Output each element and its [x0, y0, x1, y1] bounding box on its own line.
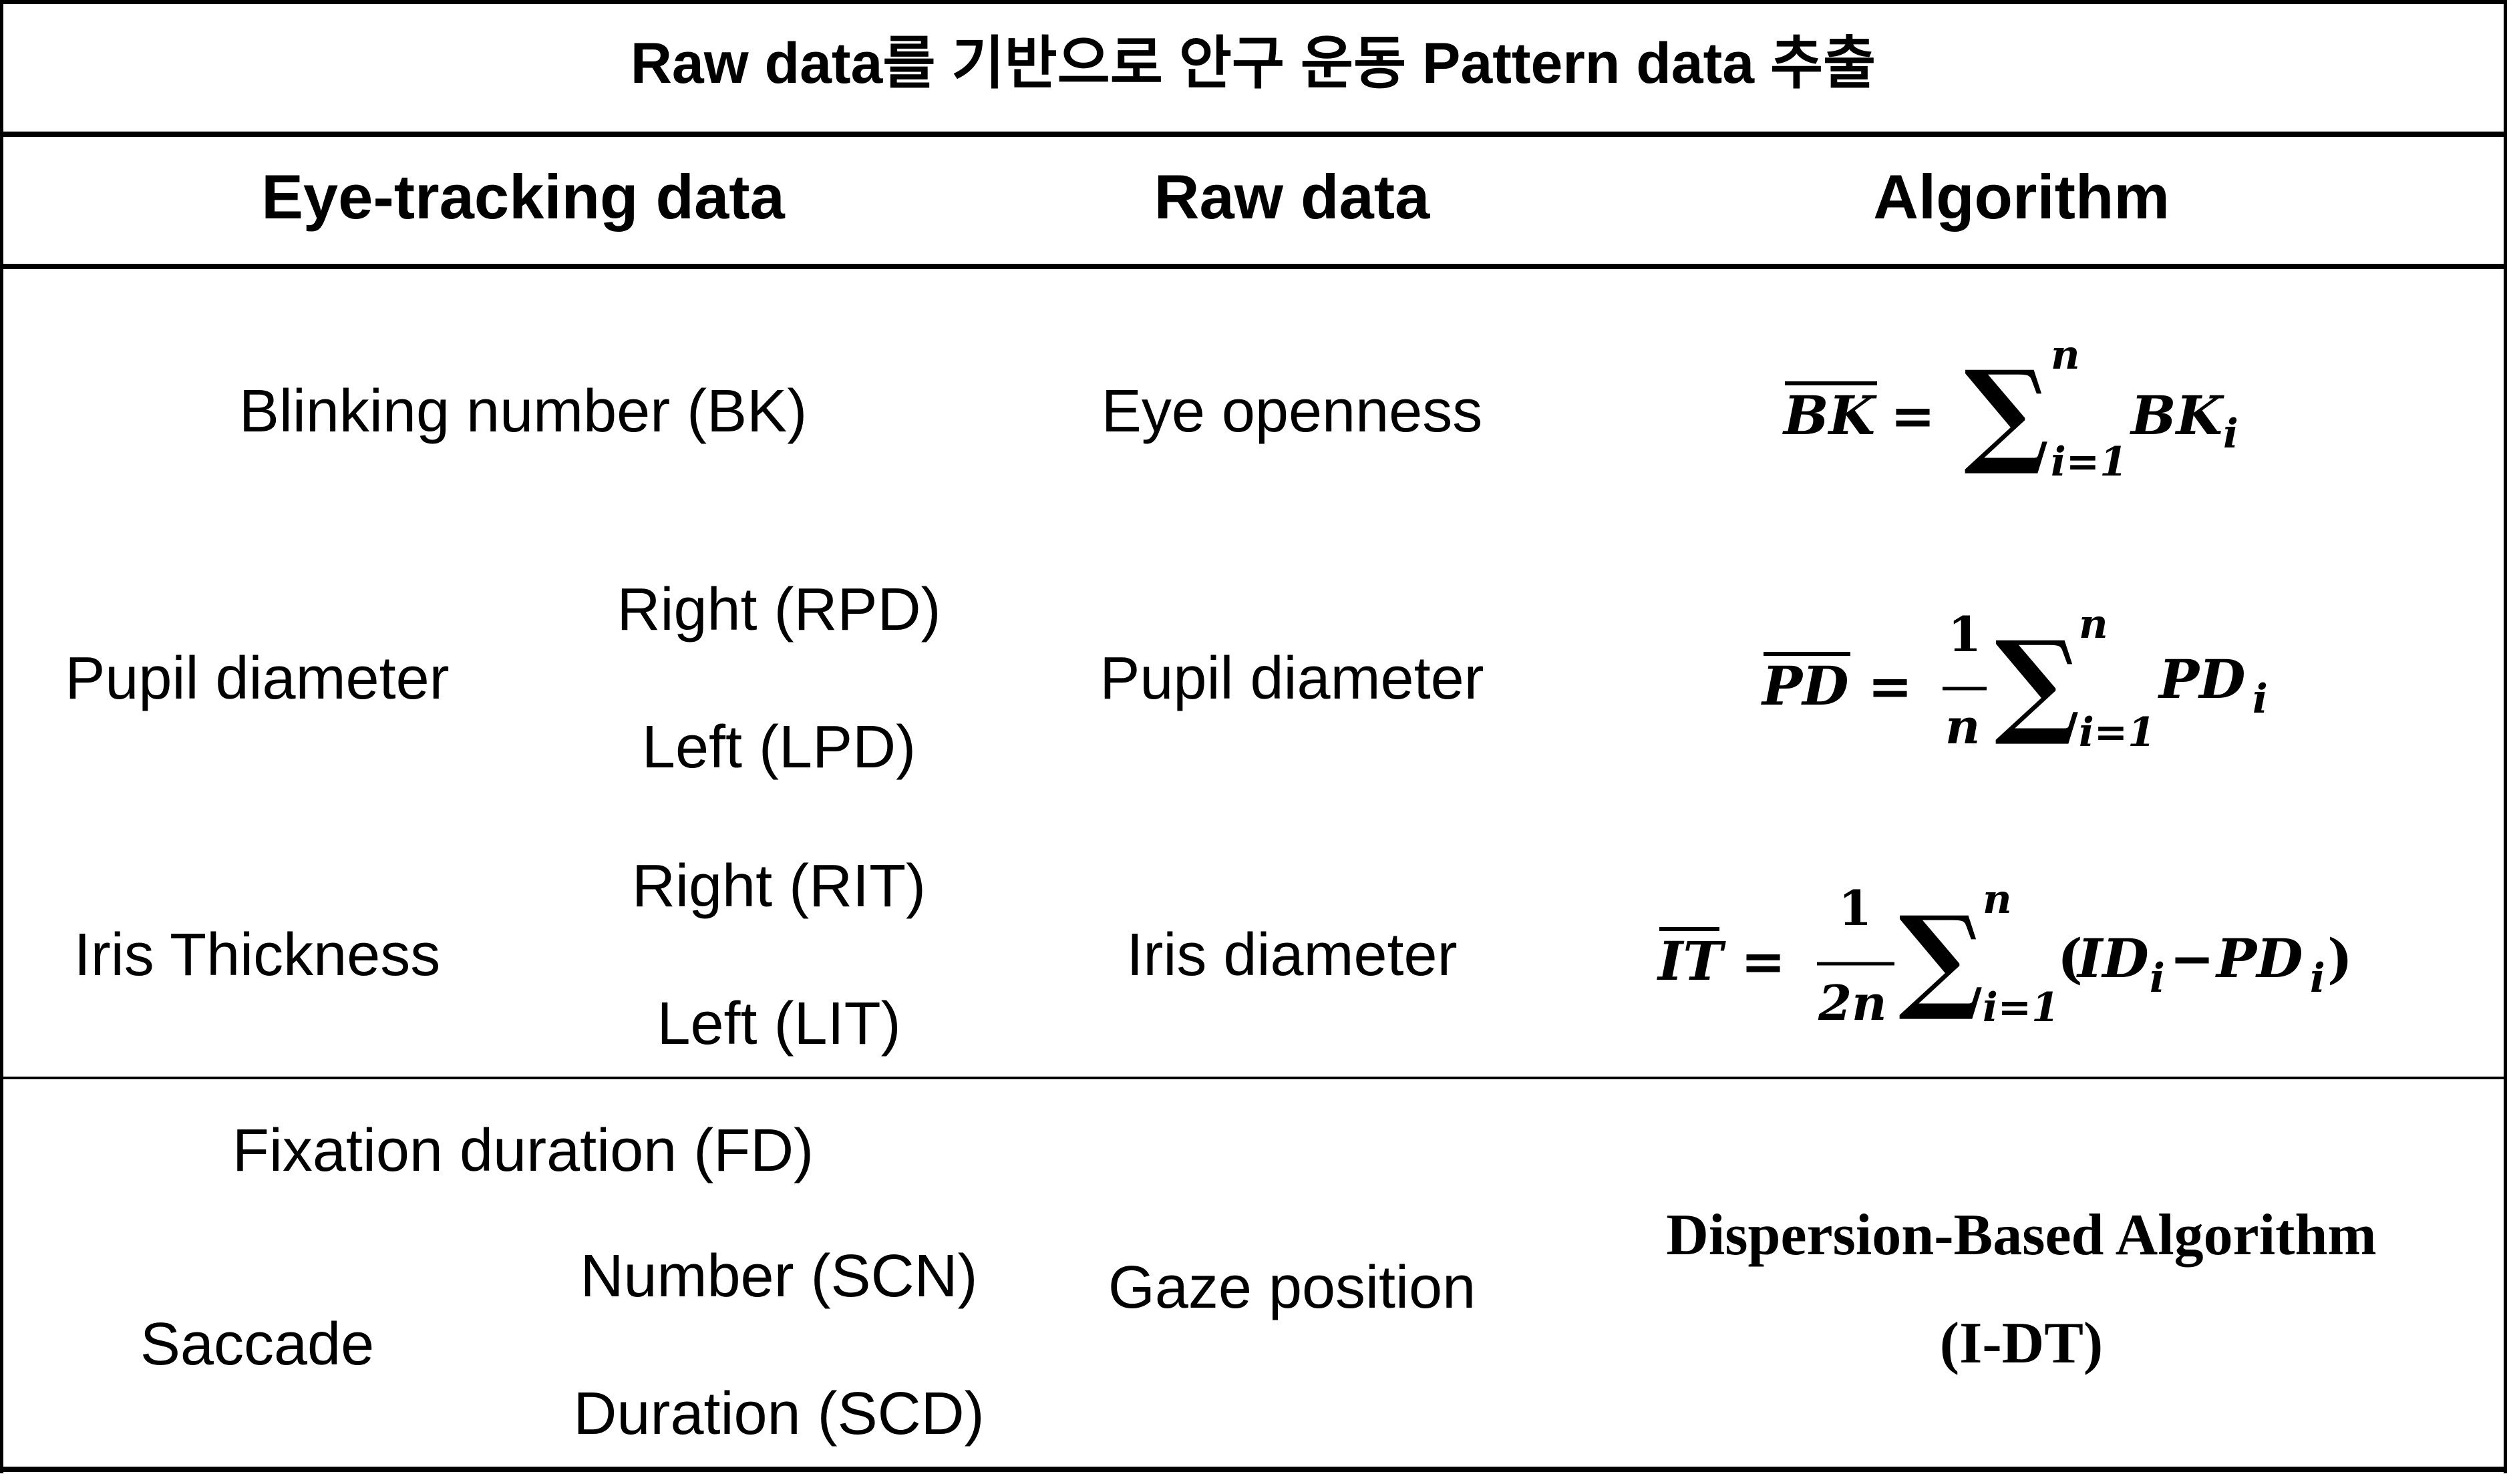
fraction-denominator: 2n	[1818, 974, 1886, 1031]
header-raw-data: Raw data	[1154, 162, 1430, 232]
section-divider	[0, 1077, 2507, 1079]
header-algorithm: Algorithm	[1873, 162, 2170, 232]
iris-thickness-label: Iris Thickness	[73, 922, 441, 988]
formula-term: PD	[2158, 648, 2246, 711]
sum-upper-limit: n	[2079, 601, 2108, 648]
iris-diameter-label: Iris diameter	[1126, 922, 1458, 988]
iris-right-label: Right (RIT)	[631, 853, 927, 920]
fraction-numerator: 1	[1948, 606, 1981, 663]
pupil-left-label: Left (LPD)	[641, 714, 916, 781]
formula-term-id-subscript: i	[2150, 955, 2165, 1002]
header-eye-tracking-data: Eye-tracking data	[261, 162, 785, 232]
title-divider	[0, 132, 2507, 137]
saccade-number-label: Number (SCN)	[580, 1243, 978, 1310]
saccade-duration-label: Duration (SCD)	[573, 1380, 985, 1447]
eye-openness-label: Eye openness	[1101, 378, 1483, 445]
table-title: Raw data를 기반으로 안구 운동 Pattern data 추출	[630, 31, 1876, 96]
saccade-label: Saccade	[140, 1311, 375, 1378]
fixation-duration-label: Fixation duration (FD)	[232, 1117, 814, 1184]
sum-lower-limit: i=1	[1983, 984, 2059, 1031]
formula-term-subscript: i	[2252, 676, 2268, 723]
formula-equals: =	[1868, 655, 1912, 717]
header-divider	[0, 264, 2507, 269]
formula-term-subscript: i	[2223, 411, 2238, 457]
fraction-denominator: n	[1945, 698, 1980, 755]
pupil-right-label: Right (RPD)	[617, 576, 941, 643]
pupil-diameter-formula: PD = 1 n ∑ n i=1 PD i	[1761, 601, 2268, 756]
formula-lhs: IT	[1657, 930, 1726, 992]
pupil-diameter-label: Pupil diameter	[65, 645, 450, 712]
sum-lower-limit: i=1	[2079, 709, 2156, 756]
summation-symbol: ∑	[1995, 616, 2080, 749]
formula-term: BK	[2130, 384, 2225, 447]
dispersion-algorithm-line2: (I-DT)	[1939, 1311, 2104, 1376]
table-right-border	[2504, 0, 2507, 1473]
formula-term-pd-subscript: i	[2310, 955, 2325, 1002]
summation-symbol: ∑	[1898, 891, 1984, 1025]
table-bottom-border	[0, 1467, 2507, 1472]
blinking-number-label: Blinking number (BK)	[238, 378, 808, 445]
formula-term-pd: PD	[2215, 927, 2303, 990]
blinking-formula: BK = ∑ n i=1 BK i	[1782, 332, 2238, 486]
paren-open: (	[2057, 927, 2083, 990]
fraction-numerator: 1	[1838, 880, 1872, 936]
sum-upper-limit: n	[1983, 876, 2012, 923]
iris-thickness-formula: IT = 1 2n ∑ n i=1 ( ID i − PD i )	[1657, 876, 2353, 1031]
sum-lower-limit: i=1	[2051, 439, 2128, 486]
summation-symbol: ∑	[1964, 345, 2049, 479]
gaze-position-label: Gaze position	[1108, 1254, 1476, 1321]
formula-lhs: BK	[1782, 384, 1878, 447]
paren-close: )	[2327, 927, 2353, 990]
sum-upper-limit: n	[2051, 332, 2080, 379]
dispersion-algorithm-line1: Dispersion-Based Algorithm	[1666, 1203, 2377, 1268]
formula-term-id: ID	[2076, 927, 2149, 990]
formula-equals: =	[1741, 930, 1786, 992]
iris-left-label: Left (LIT)	[657, 990, 901, 1057]
formula-minus: −	[2170, 927, 2214, 990]
pupil-raw-data-label: Pupil diameter	[1100, 645, 1484, 712]
formula-equals: =	[1890, 384, 1935, 447]
formula-lhs: PD	[1761, 655, 1849, 717]
table-left-border	[0, 0, 3, 1473]
table-top-border	[0, 0, 2507, 4]
